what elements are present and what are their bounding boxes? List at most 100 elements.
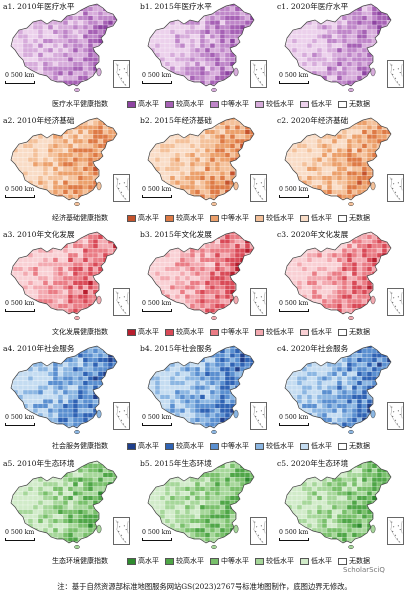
legend-item: 无数据	[338, 100, 370, 109]
region-cell	[27, 243, 34, 249]
region-cell	[224, 138, 231, 144]
region-cell	[311, 161, 318, 167]
region-cell	[402, 134, 407, 139]
region-cell	[3, 53, 8, 58]
region-cell	[250, 317, 255, 322]
region-cell	[112, 152, 117, 158]
region-cell	[366, 239, 373, 244]
region-cell	[322, 89, 327, 94]
region-cell	[189, 29, 196, 35]
region-cell	[356, 285, 363, 290]
region-cell	[336, 289, 343, 295]
region-cell	[72, 298, 79, 304]
region-cell	[148, 143, 151, 149]
region-cell	[102, 266, 109, 272]
region-cell	[316, 11, 323, 16]
region-cell	[311, 189, 318, 195]
region-cell	[179, 275, 186, 281]
region-cell	[351, 152, 358, 158]
region-cell	[189, 24, 196, 30]
region-cell	[11, 285, 14, 290]
region-cell	[311, 125, 318, 130]
region-cell	[62, 357, 69, 363]
region-cell	[47, 11, 54, 16]
region-cell	[341, 266, 348, 272]
region-cell	[392, 34, 397, 39]
region-cell	[174, 157, 181, 163]
region-cell	[123, 253, 128, 258]
region-cell	[337, 317, 342, 322]
region-cell	[97, 24, 104, 30]
region-cell	[37, 198, 44, 200]
region-cell	[361, 198, 368, 200]
region-cell	[209, 29, 216, 35]
region-cell	[47, 257, 54, 263]
region-cell	[199, 280, 206, 286]
map-panel: a1. 2010年医疗水平 0 500 km	[3, 2, 133, 94]
region-cell	[386, 266, 391, 272]
region-cell	[57, 294, 64, 300]
region-cell	[57, 175, 64, 181]
region-cell	[351, 298, 358, 304]
region-cell	[316, 271, 323, 277]
region-cell	[214, 138, 221, 144]
region-cell	[386, 34, 391, 39]
region-cell	[47, 312, 54, 314]
region-cell	[189, 66, 196, 72]
region-cell	[224, 262, 231, 267]
region-cell	[149, 134, 156, 140]
region-cell	[214, 285, 221, 290]
region-cell	[316, 180, 323, 186]
region-cell	[282, 89, 287, 94]
region-cell	[11, 289, 14, 295]
region-cell	[397, 43, 402, 48]
region-cell	[361, 148, 368, 153]
region-cell	[316, 252, 323, 258]
region-cell	[371, 24, 378, 30]
region-cell	[296, 243, 303, 249]
region-cell	[97, 308, 104, 313]
region-cell	[194, 175, 201, 181]
region-cell	[286, 152, 293, 158]
region-cell	[22, 20, 29, 26]
region-cell	[351, 184, 358, 190]
region-cell	[285, 24, 288, 30]
region-cell	[189, 43, 196, 49]
region-cell	[402, 7, 407, 12]
region-cell	[265, 157, 270, 162]
region-cell	[306, 43, 313, 49]
region-cell	[351, 252, 358, 258]
region-cell	[366, 308, 373, 313]
region-cell	[286, 239, 293, 244]
region-cell	[47, 29, 54, 35]
region-cell	[219, 38, 226, 44]
region-cell	[27, 24, 34, 30]
region-cell	[47, 15, 54, 21]
region-cell	[52, 280, 59, 286]
region-cell	[301, 24, 308, 30]
region-cell	[321, 194, 328, 199]
region-cell	[22, 29, 29, 35]
region-cell	[336, 15, 343, 21]
region-cell	[12, 84, 19, 86]
region-cell	[234, 75, 241, 81]
region-cell	[239, 312, 246, 314]
region-cell	[402, 121, 407, 126]
region-cell	[67, 24, 74, 30]
region-cell	[336, 266, 343, 272]
region-cell	[224, 125, 231, 130]
region-cell	[306, 257, 313, 263]
region-cell	[342, 89, 347, 94]
region-cell	[194, 75, 201, 81]
region-cell	[118, 244, 123, 249]
region-cell	[140, 130, 145, 135]
region-cell	[107, 357, 114, 363]
region-cell	[376, 15, 383, 21]
region-cell	[381, 232, 388, 235]
region-cell	[154, 129, 161, 135]
region-cell	[194, 275, 201, 281]
region-cell	[189, 138, 196, 144]
scale-label: 0 500 km	[279, 300, 309, 307]
region-cell	[199, 29, 206, 35]
region-cell	[224, 120, 231, 126]
